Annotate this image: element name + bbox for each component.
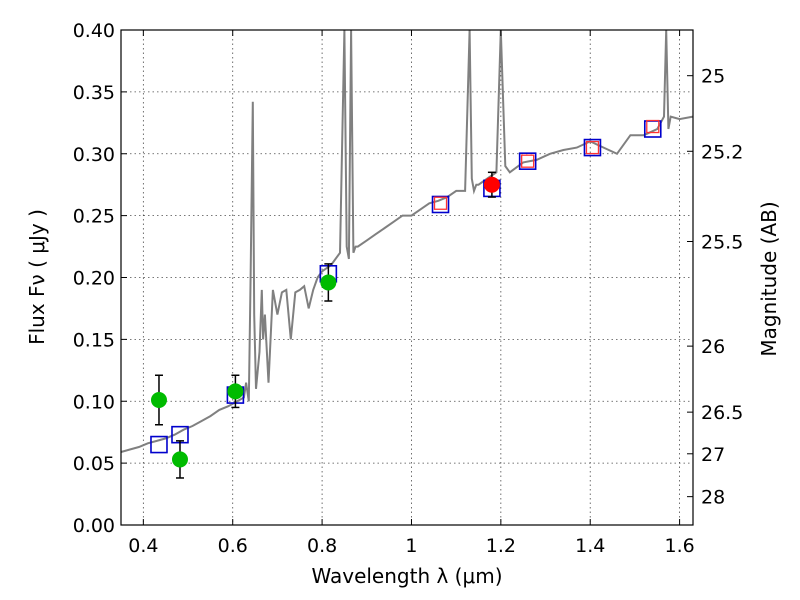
x-tick-label: 1.6	[664, 535, 694, 557]
y2-tick-label: 25	[701, 66, 725, 88]
observed-square-marker	[433, 196, 448, 210]
data-markers	[150, 119, 662, 479]
x-tick-label: 1.4	[575, 535, 605, 557]
y2-axis-title: Magnitude (AB)	[757, 201, 781, 356]
y2-tick-label: 25.2	[701, 141, 743, 163]
x-tick-label: 1	[405, 535, 417, 557]
x-tick-label: 0.8	[307, 535, 337, 557]
model-point-marker	[583, 138, 602, 157]
y-tick-label: 0.30	[73, 144, 115, 166]
grid-lines	[121, 29, 693, 526]
y-tick-label: 0.35	[73, 82, 115, 104]
y2-tick-label: 26.5	[701, 402, 743, 424]
x-tick-label: 0.4	[128, 535, 158, 557]
model-spectrum-line	[120, 29, 694, 453]
y-tick-label: 0.00	[73, 515, 115, 537]
x-axis-title: Wavelength λ (μm)	[311, 564, 502, 588]
observed-point-marker	[320, 274, 337, 291]
observed-point-marker	[171, 451, 188, 468]
x-tick-label: 1.2	[486, 535, 516, 557]
y-axis-title: Flux Fν ( μJy )	[25, 209, 49, 345]
y-tick-label: 0.05	[73, 453, 115, 475]
observed-point-marker	[483, 176, 500, 193]
y2-tick-label: 26	[701, 336, 725, 358]
model-point-marker	[150, 435, 168, 454]
observed-square-marker	[585, 140, 600, 155]
y2-tick-label: 27	[701, 444, 725, 466]
observed-square-marker	[646, 119, 660, 134]
model-point-marker	[431, 195, 450, 214]
y2-tick-label: 28	[701, 487, 725, 509]
model-point-marker	[518, 152, 537, 170]
x-tick-label: 0.6	[218, 535, 248, 557]
y-tick-label: 0.15	[73, 329, 115, 351]
axis-ticks: 0.4 0.6 0.8 1 1.2 1.4 1.6 0.00 0.05 0.10 0.15 0.20 0…	[73, 20, 744, 557]
y2-tick-label: 25.5	[701, 232, 743, 254]
observed-square-marker	[521, 154, 535, 168]
observed-point-marker	[227, 383, 244, 400]
y-tick-label: 0.20	[73, 268, 115, 290]
y-tick-label: 0.25	[73, 206, 115, 228]
observed-point-marker	[150, 392, 167, 409]
y-tick-label: 0.40	[73, 20, 115, 42]
y-tick-label: 0.10	[73, 391, 115, 413]
